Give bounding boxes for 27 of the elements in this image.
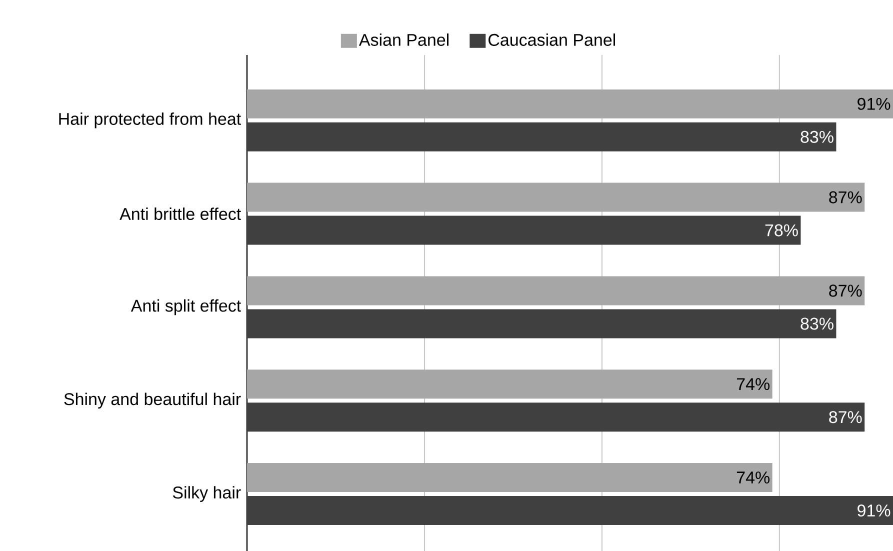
y-tick-label: Anti brittle effect (120, 208, 242, 220)
data-label: 87% (829, 284, 862, 297)
bar (247, 216, 801, 245)
y-tick-label: Silky hair (172, 486, 241, 502)
data-label: 87% (829, 191, 862, 204)
y-tick-label: Shiny and beautiful hair (64, 392, 241, 409)
bar (247, 463, 772, 492)
y-tick-label: Hair protected from heat (59, 112, 241, 128)
data-label: 91% (858, 98, 890, 110)
bar (247, 496, 893, 526)
data-label: 78% (765, 224, 798, 236)
bar (247, 370, 772, 399)
data-label: 87% (829, 411, 862, 424)
data-label: 74% (736, 472, 770, 484)
bar (247, 89, 893, 118)
bar (247, 182, 865, 212)
bar (247, 309, 836, 338)
legend-label: Caucasian Panel (488, 33, 616, 46)
bar (247, 122, 836, 152)
legend-label: Asian Panel (358, 33, 448, 46)
data-label: 83% (800, 318, 834, 330)
data-label: 83% (800, 130, 834, 143)
y-tick-label: Anti split effect (130, 299, 242, 316)
bar (247, 402, 865, 432)
data-label: 74% (736, 378, 770, 390)
bar (247, 276, 865, 306)
data-label: 91% (858, 504, 890, 517)
